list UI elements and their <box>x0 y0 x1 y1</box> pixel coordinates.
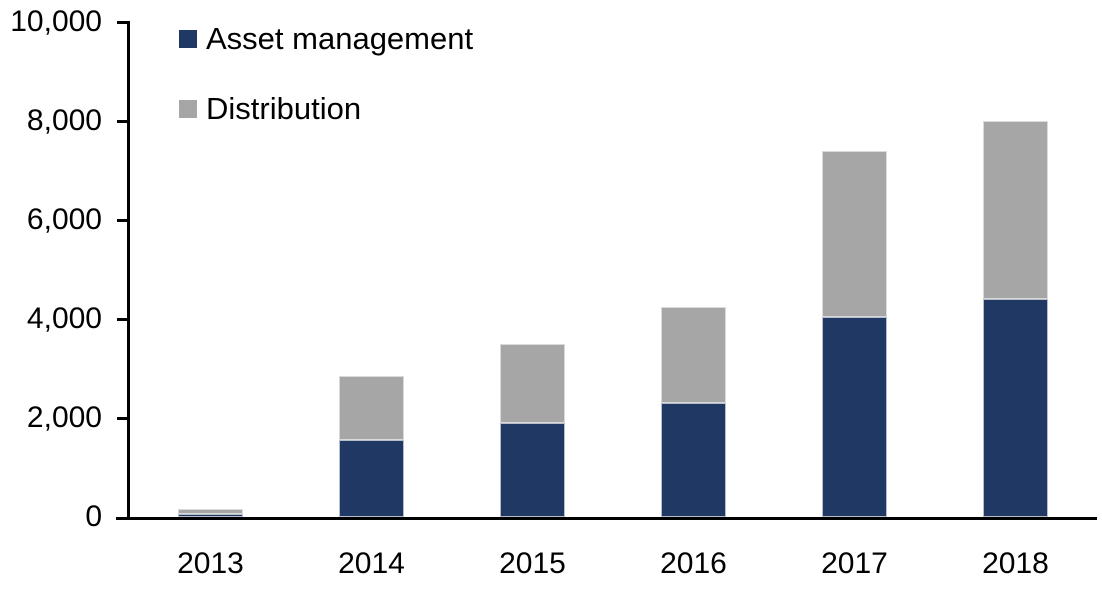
bar-segment-asset-management-2017 <box>822 316 887 517</box>
y-axis-tick <box>117 416 130 420</box>
asset-management-swatch-icon <box>179 30 197 48</box>
x-axis-tick-label-2016: 2016 <box>660 547 727 580</box>
y-axis-tick-label: 10,000 <box>10 5 102 38</box>
bar-segment-distribution-2015 <box>500 343 565 423</box>
legend-item-distribution: Distribution <box>179 92 361 126</box>
y-axis-tick <box>117 317 130 321</box>
x-axis-line <box>116 517 1097 520</box>
x-axis-tick-label-2018: 2018 <box>982 547 1049 580</box>
bar-segment-distribution-2018 <box>983 121 1048 300</box>
y-axis-tick-label: 8,000 <box>26 104 102 137</box>
x-axis-tick-label-2015: 2015 <box>499 547 566 580</box>
y-axis-tick-label: 6,000 <box>26 203 102 236</box>
y-axis-tick-label: 0 <box>85 500 102 533</box>
bar-segment-distribution-2014 <box>339 375 404 441</box>
distribution-swatch-icon <box>179 100 197 118</box>
bar-segment-asset-management-2013 <box>178 514 243 517</box>
legend-item-asset-management: Asset management <box>179 22 473 56</box>
legend-label-asset-management: Asset management <box>206 21 474 56</box>
y-axis-tick <box>117 20 130 24</box>
y-axis-tick-label: 2,000 <box>26 401 102 434</box>
x-axis-tick-label-2013: 2013 <box>177 547 244 580</box>
bar-segment-asset-management-2016 <box>661 403 726 517</box>
y-axis-line <box>127 21 130 520</box>
bar-segment-asset-management-2018 <box>983 299 1048 517</box>
bar-segment-distribution-2017 <box>822 150 887 317</box>
y-axis-tick-label: 4,000 <box>26 302 102 335</box>
bar-segment-asset-management-2014 <box>339 440 404 517</box>
y-axis-tick <box>117 218 130 222</box>
bar-segment-distribution-2013 <box>178 508 243 515</box>
bar-segment-distribution-2016 <box>661 306 726 404</box>
legend-label-distribution: Distribution <box>206 91 362 126</box>
x-axis-tick-label-2014: 2014 <box>338 547 405 580</box>
y-axis-tick <box>117 119 130 123</box>
x-axis-tick-label-2017: 2017 <box>821 547 888 580</box>
bar-segment-asset-management-2015 <box>500 422 565 517</box>
